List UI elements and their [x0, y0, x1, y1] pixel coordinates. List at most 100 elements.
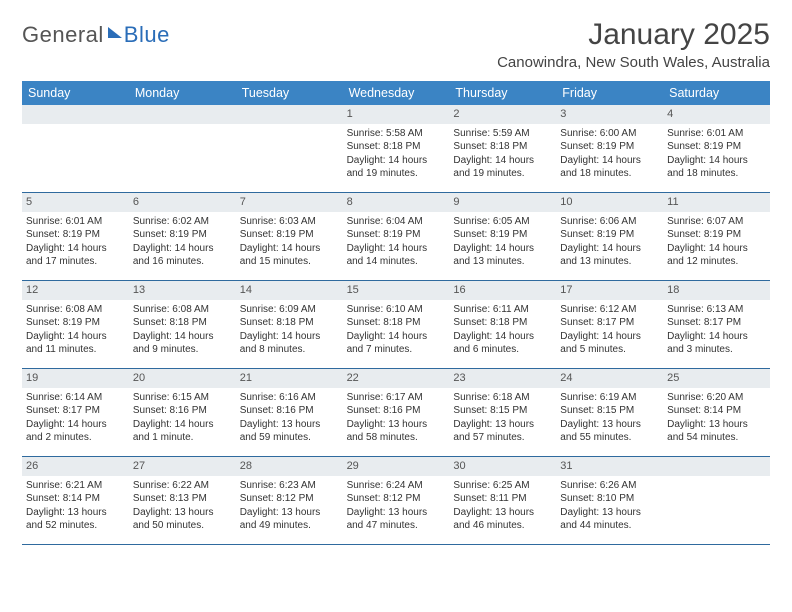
- day-number: 8: [343, 193, 450, 212]
- daylight-line: Daylight: 14 hours and 5 minutes.: [560, 330, 659, 357]
- daylight-line: Daylight: 14 hours and 9 minutes.: [133, 330, 232, 357]
- day-number: 21: [236, 369, 343, 388]
- sunrise-line: Sunrise: 6:08 AM: [133, 303, 232, 317]
- daylight-line: Daylight: 13 hours and 44 minutes.: [560, 506, 659, 533]
- calendar-cell: 24Sunrise: 6:19 AMSunset: 8:15 PMDayligh…: [556, 369, 663, 456]
- day-number: 11: [663, 193, 770, 212]
- sunrise-line: Sunrise: 6:10 AM: [347, 303, 446, 317]
- calendar-cell: 22Sunrise: 6:17 AMSunset: 8:16 PMDayligh…: [343, 369, 450, 456]
- sunset-line: Sunset: 8:19 PM: [453, 228, 552, 242]
- sunrise-line: Sunrise: 5:59 AM: [453, 127, 552, 141]
- daylight-line: Daylight: 14 hours and 3 minutes.: [667, 330, 766, 357]
- sunset-line: Sunset: 8:18 PM: [347, 140, 446, 154]
- sunrise-line: Sunrise: 6:06 AM: [560, 215, 659, 229]
- day-number: 10: [556, 193, 663, 212]
- day-number: 9: [449, 193, 556, 212]
- calendar-week: 5Sunrise: 6:01 AMSunset: 8:19 PMDaylight…: [22, 193, 770, 281]
- calendar-cell: 8Sunrise: 6:04 AMSunset: 8:19 PMDaylight…: [343, 193, 450, 280]
- day-number: 13: [129, 281, 236, 300]
- daylight-line: Daylight: 14 hours and 11 minutes.: [26, 330, 125, 357]
- sunrise-line: Sunrise: 6:17 AM: [347, 391, 446, 405]
- day-number-empty: [22, 105, 129, 124]
- sunset-line: Sunset: 8:19 PM: [240, 228, 339, 242]
- day-number: 17: [556, 281, 663, 300]
- sunset-line: Sunset: 8:18 PM: [347, 316, 446, 330]
- calendar-cell: 1Sunrise: 5:58 AMSunset: 8:18 PMDaylight…: [343, 105, 450, 192]
- calendar-cell: 17 Sunrise: 6:12 AMSunset: 8:17 PMDayligh…: [556, 281, 663, 368]
- daylight-line: Daylight: 14 hours and 18 minutes.: [667, 154, 766, 181]
- calendar-cell: 19Sunrise: 6:14 AMSunset: 8:17 PMDayligh…: [22, 369, 129, 456]
- day-number: 14: [236, 281, 343, 300]
- sunrise-line: Sunrise: 6:11 AM: [453, 303, 552, 317]
- calendar-cell: [129, 105, 236, 192]
- calendar-cell: 10Sunrise: 6:06 AMSunset: 8:19 PMDayligh…: [556, 193, 663, 280]
- sunrise-line: Sunrise: 6:14 AM: [26, 391, 125, 405]
- sunset-line: Sunset: 8:19 PM: [26, 228, 125, 242]
- day-number: 16: [449, 281, 556, 300]
- sunset-line: Sunset: 8:10 PM: [560, 492, 659, 506]
- day-number: 3: [556, 105, 663, 124]
- sunset-line: Sunset: 8:12 PM: [240, 492, 339, 506]
- calendar-cell: 13Sunrise: 6:08 AMSunset: 8:18 PMDayligh…: [129, 281, 236, 368]
- sunrise-line: Sunrise: 6:19 AM: [560, 391, 659, 405]
- daylight-line: Daylight: 14 hours and 17 minutes.: [26, 242, 125, 269]
- daylight-line: Daylight: 13 hours and 58 minutes.: [347, 418, 446, 445]
- sunset-line: Sunset: 8:18 PM: [240, 316, 339, 330]
- day-header-mon: Monday: [129, 81, 236, 105]
- logo-text-general: General: [22, 22, 104, 48]
- sunrise-line: Sunrise: 6:04 AM: [347, 215, 446, 229]
- calendar-cell: 30Sunrise: 6:25 AMSunset: 8:11 PMDayligh…: [449, 457, 556, 544]
- sunset-line: Sunset: 8:19 PM: [560, 228, 659, 242]
- calendar-cell: [663, 457, 770, 544]
- calendar-cell: 26Sunrise: 6:21 AMSunset: 8:14 PMDayligh…: [22, 457, 129, 544]
- sunrise-line: Sunrise: 6:15 AM: [133, 391, 232, 405]
- day-number: 28: [236, 457, 343, 476]
- location-subtitle: Canowindra, New South Wales, Australia: [497, 54, 770, 71]
- day-number: 22: [343, 369, 450, 388]
- sunrise-line: Sunrise: 6:21 AM: [26, 479, 125, 493]
- sunrise-line: Sunrise: 6:01 AM: [667, 127, 766, 141]
- daylight-line: Daylight: 14 hours and 19 minutes.: [453, 154, 552, 181]
- sunrise-line: Sunrise: 6:16 AM: [240, 391, 339, 405]
- daylight-line: Daylight: 13 hours and 55 minutes.: [560, 418, 659, 445]
- day-number: 15: [343, 281, 450, 300]
- sunrise-line: Sunrise: 6:09 AM: [240, 303, 339, 317]
- day-number: 24: [556, 369, 663, 388]
- page-header: General Blue January 2025 Canowindra, Ne…: [22, 18, 770, 71]
- day-number: 27: [129, 457, 236, 476]
- sunset-line: Sunset: 8:16 PM: [133, 404, 232, 418]
- sunrise-line: Sunrise: 6:03 AM: [240, 215, 339, 229]
- sunrise-line: Sunrise: 6:12 AM: [560, 303, 659, 317]
- daylight-line: Daylight: 13 hours and 59 minutes.: [240, 418, 339, 445]
- sunrise-line: Sunrise: 6:07 AM: [667, 215, 766, 229]
- sunrise-line: Sunrise: 6:00 AM: [560, 127, 659, 141]
- calendar-cell: 14Sunrise: 6:09 AMSunset: 8:18 PMDayligh…: [236, 281, 343, 368]
- calendar-cell: 3Sunrise: 6:00 AMSunset: 8:19 PMDaylight…: [556, 105, 663, 192]
- sunset-line: Sunset: 8:18 PM: [453, 140, 552, 154]
- calendar-cell: 15Sunrise: 6:10 AMSunset: 8:18 PMDayligh…: [343, 281, 450, 368]
- sunset-line: Sunset: 8:19 PM: [26, 316, 125, 330]
- calendar-week: 12Sunrise: 6:08 AMSunset: 8:19 PMDayligh…: [22, 281, 770, 369]
- title-block: January 2025 Canowindra, New South Wales…: [497, 18, 770, 71]
- day-number: 2: [449, 105, 556, 124]
- day-number: 18: [663, 281, 770, 300]
- sunrise-line: Sunrise: 6:08 AM: [26, 303, 125, 317]
- sunset-line: Sunset: 8:17 PM: [667, 316, 766, 330]
- daylight-line: Daylight: 13 hours and 47 minutes.: [347, 506, 446, 533]
- day-header-sun: Sunday: [22, 81, 129, 105]
- daylight-line: Daylight: 14 hours and 13 minutes.: [453, 242, 552, 269]
- calendar-header-row: Sunday Monday Tuesday Wednesday Thursday…: [22, 81, 770, 105]
- calendar-cell: 6Sunrise: 6:02 AMSunset: 8:19 PMDaylight…: [129, 193, 236, 280]
- day-number: 5: [22, 193, 129, 212]
- sunrise-line: Sunrise: 6:24 AM: [347, 479, 446, 493]
- day-number: 19: [22, 369, 129, 388]
- day-number: 31: [556, 457, 663, 476]
- logo-text-blue: Blue: [112, 22, 170, 48]
- day-number: 6: [129, 193, 236, 212]
- day-header-sat: Saturday: [663, 81, 770, 105]
- sunrise-line: Sunrise: 6:23 AM: [240, 479, 339, 493]
- day-number: 20: [129, 369, 236, 388]
- sunset-line: Sunset: 8:17 PM: [560, 316, 659, 330]
- day-number: 4: [663, 105, 770, 124]
- day-header-thu: Thursday: [449, 81, 556, 105]
